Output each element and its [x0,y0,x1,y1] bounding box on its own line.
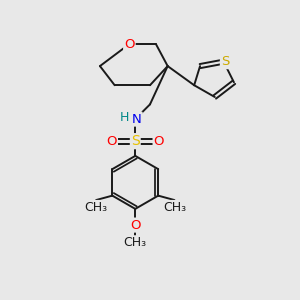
Text: O: O [130,219,140,232]
Text: H: H [119,111,129,124]
Text: O: O [124,38,135,50]
Text: S: S [221,55,229,68]
Text: CH₃: CH₃ [163,201,186,214]
Text: O: O [106,135,117,148]
Text: S: S [131,134,140,148]
Text: O: O [154,135,164,148]
Text: CH₃: CH₃ [124,236,147,249]
Text: CH₃: CH₃ [85,201,108,214]
Text: N: N [132,112,142,126]
